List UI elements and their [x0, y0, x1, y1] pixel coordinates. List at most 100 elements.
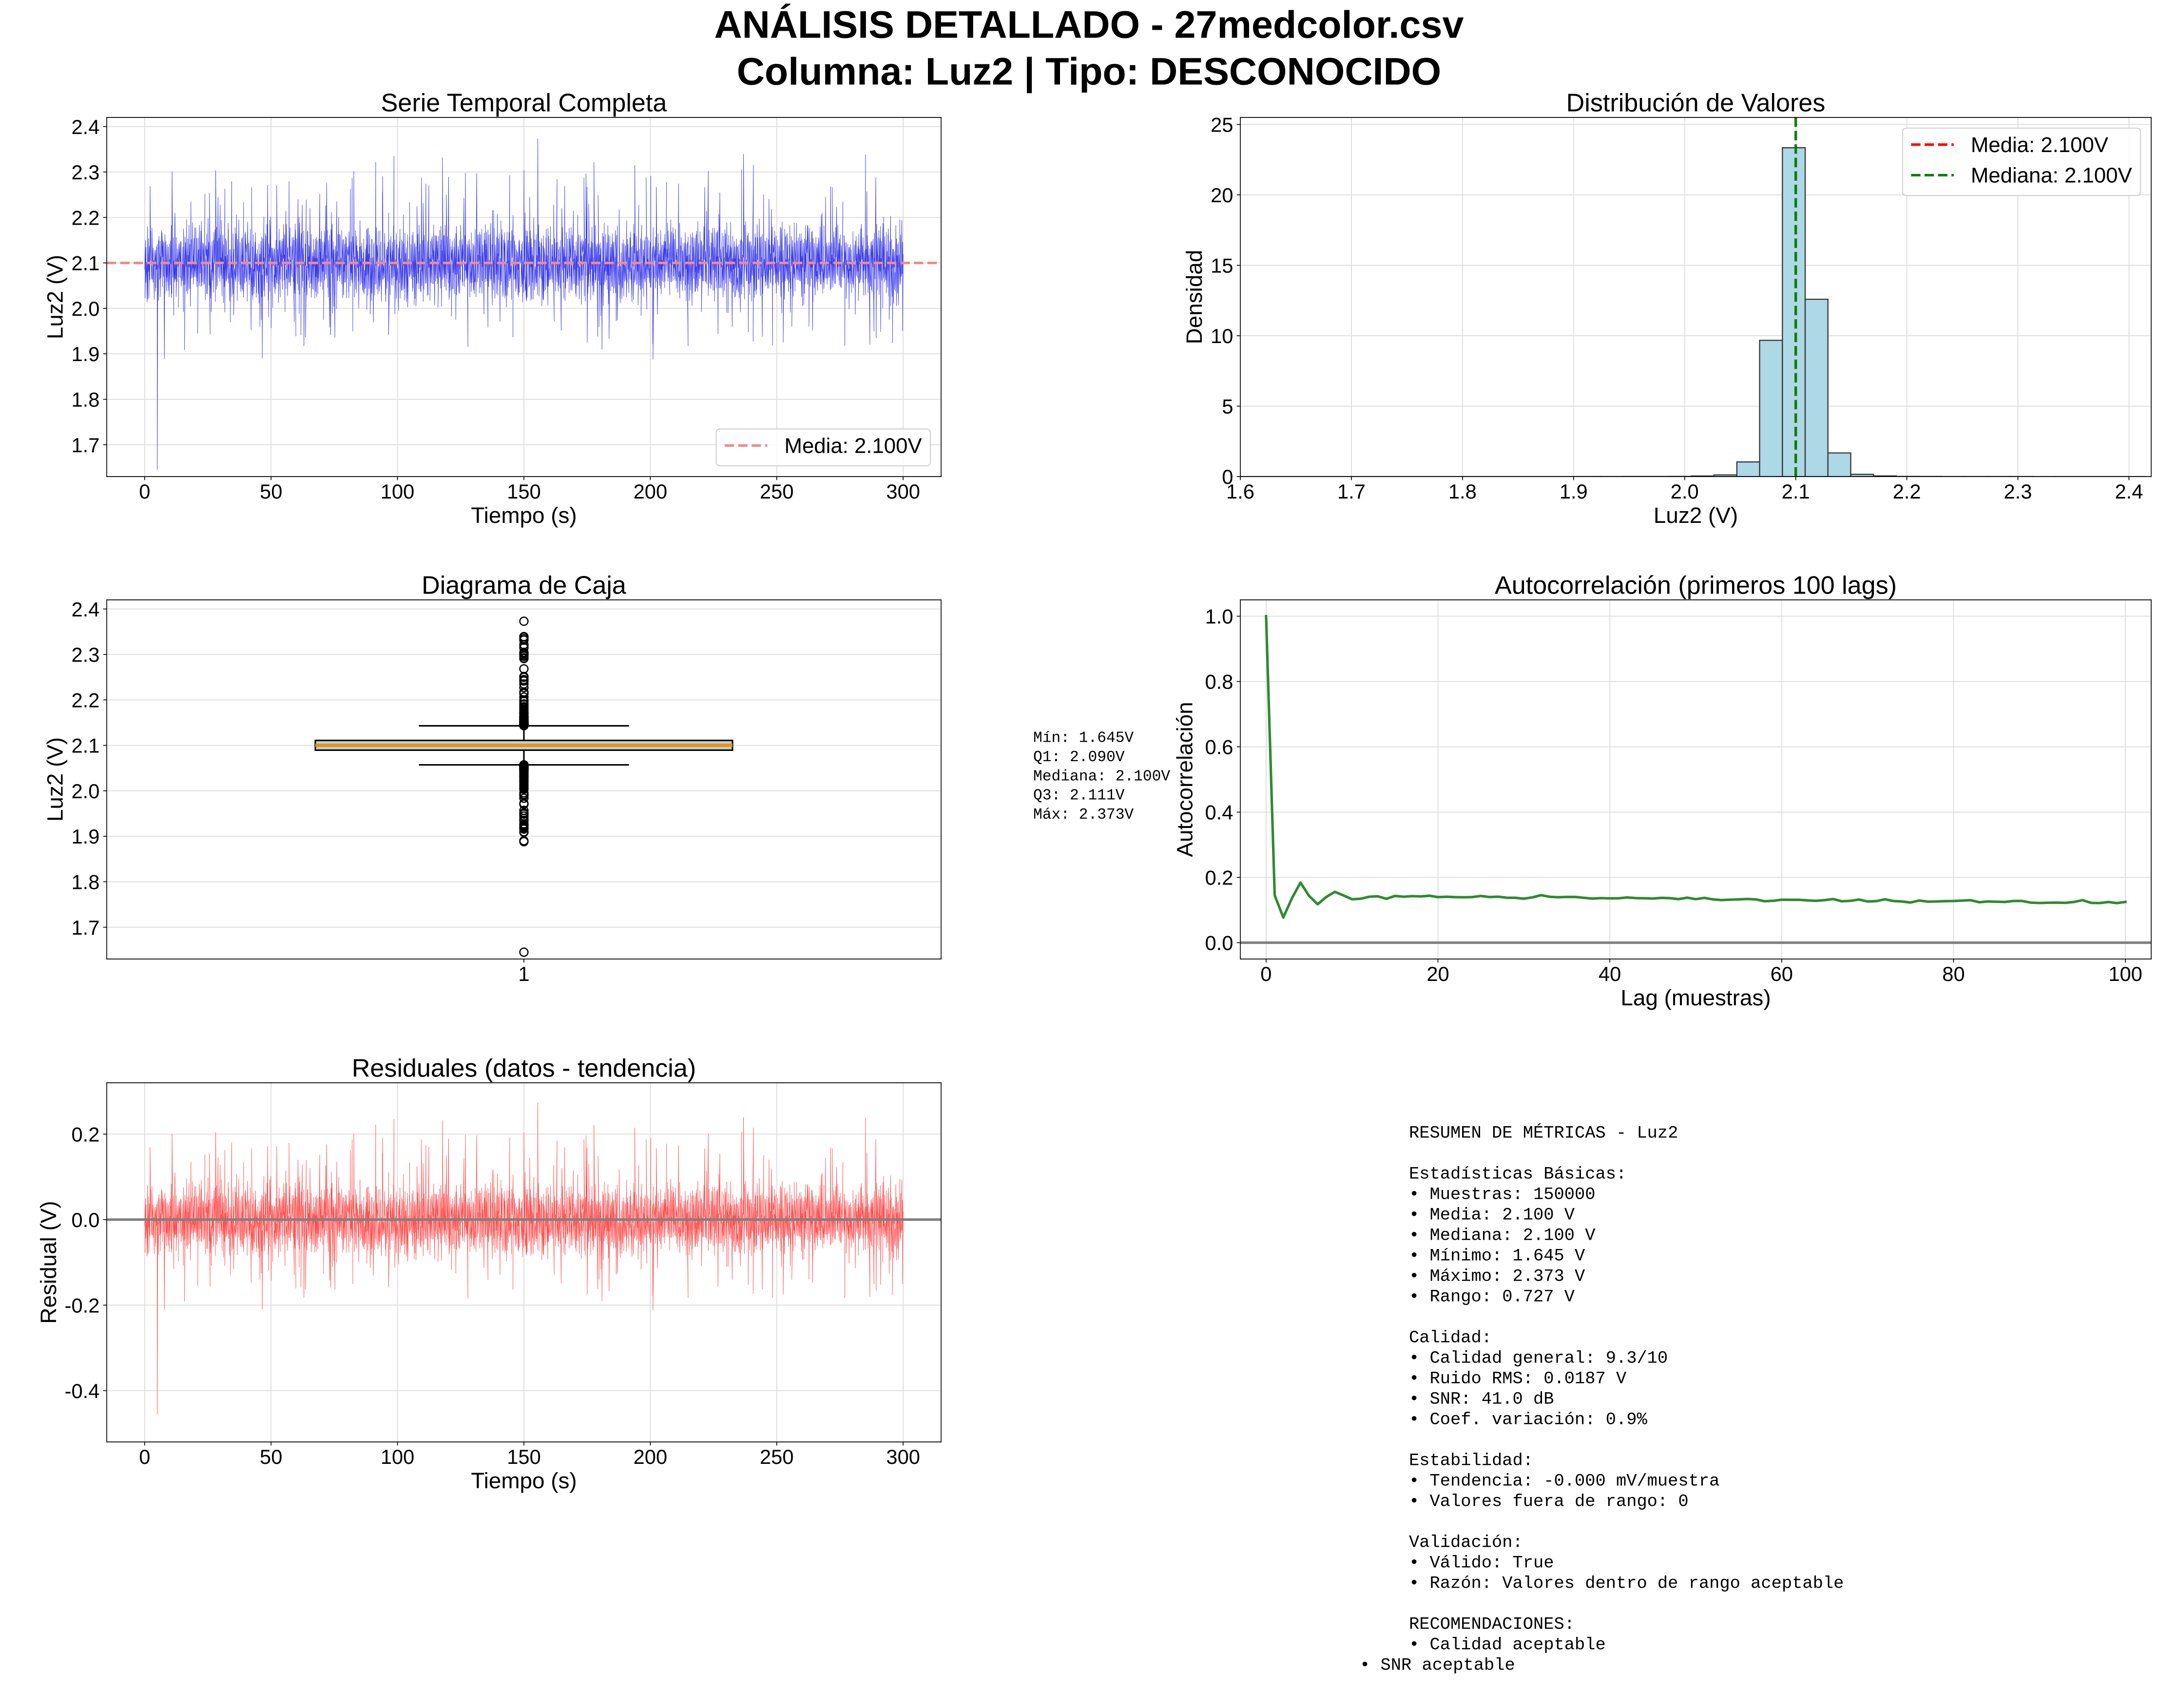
svg-text:1.8: 1.8 — [71, 388, 99, 411]
svg-text:0: 0 — [1260, 962, 1272, 985]
svg-text:• Razón: Valores dentro de ran: • Razón: Valores dentro de rango aceptab… — [1409, 1574, 1844, 1593]
svg-text:Calidad:: Calidad: — [1409, 1328, 1492, 1348]
svg-text:1.7: 1.7 — [71, 434, 99, 457]
svg-text:Serie Temporal Completa: Serie Temporal Completa — [381, 89, 667, 117]
svg-text:Estabilidad:: Estabilidad: — [1409, 1451, 1533, 1471]
svg-text:40: 40 — [1599, 962, 1621, 985]
svg-text:1.9: 1.9 — [71, 825, 99, 848]
svg-text:Distribución de Valores: Distribución de Valores — [1566, 89, 1826, 117]
svg-text:• Valores fuera de rango: 0: • Valores fuera de rango: 0 — [1409, 1492, 1689, 1512]
svg-text:• SNR: 41.0 dB: • SNR: 41.0 dB — [1409, 1390, 1554, 1409]
svg-text:Luz2 (V): Luz2 (V) — [43, 737, 68, 822]
svg-text:0.8: 0.8 — [1205, 671, 1233, 693]
svg-text:RECOMENDACIONES:: RECOMENDACIONES: — [1409, 1615, 1575, 1634]
svg-text:80: 80 — [1942, 962, 1965, 985]
svg-text:2.4: 2.4 — [71, 598, 99, 621]
svg-text:2.1: 2.1 — [1782, 480, 1810, 503]
svg-text:150: 150 — [507, 480, 541, 503]
svg-text:2.3: 2.3 — [2004, 480, 2032, 503]
svg-text:5: 5 — [1222, 395, 1233, 418]
svg-text:Mediana: 2.100V: Mediana: 2.100V — [1971, 164, 2132, 188]
svg-text:2.1: 2.1 — [71, 734, 99, 757]
svg-text:250: 250 — [760, 1445, 794, 1468]
svg-text:0: 0 — [139, 480, 150, 503]
svg-text:250: 250 — [760, 480, 794, 503]
svg-text:0.4: 0.4 — [1205, 801, 1233, 824]
svg-text:2.0: 2.0 — [1671, 480, 1699, 503]
svg-text:0.2: 0.2 — [71, 1123, 99, 1146]
svg-text:Media: 2.100V: Media: 2.100V — [1971, 133, 2108, 157]
svg-text:Q3: 2.111V: Q3: 2.111V — [1033, 787, 1125, 805]
svg-text:1.9: 1.9 — [1560, 480, 1588, 503]
svg-text:20: 20 — [1211, 184, 1233, 207]
svg-text:100: 100 — [381, 1445, 415, 1468]
svg-text:• Calidad aceptable: • Calidad aceptable — [1409, 1635, 1606, 1655]
svg-text:0.0: 0.0 — [71, 1209, 99, 1231]
svg-text:Estadísticas Básicas:: Estadísticas Básicas: — [1409, 1165, 1626, 1184]
svg-text:1.8: 1.8 — [71, 871, 99, 894]
svg-text:2.3: 2.3 — [71, 161, 99, 184]
svg-text:Tiempo (s): Tiempo (s) — [471, 1468, 577, 1493]
svg-text:Mín: 1.645V: Mín: 1.645V — [1033, 730, 1134, 747]
svg-text:15: 15 — [1211, 254, 1233, 277]
svg-text:300: 300 — [886, 480, 920, 503]
svg-text:50: 50 — [260, 1445, 282, 1468]
svg-text:0.2: 0.2 — [1205, 866, 1233, 889]
svg-text:10: 10 — [1211, 325, 1233, 347]
svg-text:1.8: 1.8 — [1448, 480, 1477, 503]
svg-text:0: 0 — [139, 1445, 150, 1468]
svg-text:1.0: 1.0 — [1205, 605, 1233, 628]
svg-text:Densidad: Densidad — [1182, 250, 1207, 345]
svg-text:Lag (muestras): Lag (muestras) — [1620, 985, 1771, 1010]
svg-text:Q1: 2.090V: Q1: 2.090V — [1033, 749, 1125, 766]
svg-text:• SNR aceptable: • SNR aceptable — [1360, 1656, 1515, 1675]
svg-text:Columna: Luz2 | Tipo: DESCONOC: Columna: Luz2 | Tipo: DESCONOCIDO — [737, 49, 1441, 93]
svg-text:1: 1 — [518, 962, 529, 985]
svg-text:20: 20 — [1426, 962, 1449, 985]
svg-text:100: 100 — [381, 480, 415, 503]
svg-text:• Muestras: 150000: • Muestras: 150000 — [1409, 1185, 1595, 1205]
svg-text:0: 0 — [1222, 465, 1233, 488]
svg-text:2.0: 2.0 — [71, 780, 99, 803]
svg-text:300: 300 — [886, 1445, 920, 1468]
svg-text:• Calidad general: 9.3/10: • Calidad general: 9.3/10 — [1409, 1349, 1668, 1368]
svg-text:1.7: 1.7 — [1337, 480, 1366, 503]
svg-text:Residual (V): Residual (V) — [36, 1201, 61, 1324]
svg-text:• Coef. variación: 0.9%: • Coef. variación: 0.9% — [1409, 1410, 1647, 1430]
svg-text:• Mediana: 2.100 V: • Mediana: 2.100 V — [1409, 1226, 1596, 1246]
svg-text:2.3: 2.3 — [71, 643, 99, 666]
svg-text:50: 50 — [260, 480, 282, 503]
svg-text:• Mínimo: 1.645 V: • Mínimo: 1.645 V — [1409, 1247, 1585, 1266]
svg-text:Media: 2.100V: Media: 2.100V — [785, 434, 922, 458]
svg-text:0.6: 0.6 — [1205, 736, 1233, 759]
svg-text:Mediana: 2.100V: Mediana: 2.100V — [1033, 768, 1170, 785]
svg-text:200: 200 — [634, 1445, 668, 1468]
svg-text:2.4: 2.4 — [2115, 480, 2143, 503]
svg-text:2.4: 2.4 — [71, 115, 99, 138]
svg-text:Diagrama de Caja: Diagrama de Caja — [422, 572, 626, 600]
svg-text:2.2: 2.2 — [71, 206, 99, 229]
svg-text:ANÁLISIS DETALLADO - 27medcolo: ANÁLISIS DETALLADO - 27medcolor.csv — [714, 2, 1464, 46]
svg-text:• Válido: True: • Válido: True — [1409, 1554, 1554, 1573]
svg-text:Autocorrelación (primeros 100: Autocorrelación (primeros 100 lags) — [1495, 572, 1897, 600]
svg-text:• Media: 2.100 V: • Media: 2.100 V — [1409, 1206, 1575, 1225]
svg-text:0.0: 0.0 — [1205, 932, 1233, 955]
svg-text:2.2: 2.2 — [71, 689, 99, 711]
svg-text:Tiempo (s): Tiempo (s) — [471, 503, 577, 528]
svg-text:• Tendencia: -0.000 mV/muestra: • Tendencia: -0.000 mV/muestra — [1409, 1472, 1719, 1491]
svg-text:2.2: 2.2 — [1893, 480, 1921, 503]
svg-text:200: 200 — [634, 480, 668, 503]
svg-text:25: 25 — [1211, 114, 1233, 136]
svg-text:• Ruido RMS: 0.0187 V: • Ruido RMS: 0.0187 V — [1409, 1369, 1627, 1389]
svg-text:Residuales (datos - tendencia): Residuales (datos - tendencia) — [352, 1055, 696, 1083]
svg-text:-0.4: -0.4 — [65, 1380, 100, 1402]
svg-text:Máx: 2.373V: Máx: 2.373V — [1033, 806, 1134, 824]
svg-text:• Rango: 0.727 V: • Rango: 0.727 V — [1409, 1287, 1575, 1307]
svg-text:150: 150 — [507, 1445, 541, 1468]
svg-text:Autocorrelación: Autocorrelación — [1172, 702, 1197, 857]
svg-text:Luz2 (V): Luz2 (V) — [43, 255, 68, 339]
svg-text:RESUMEN DE MÉTRICAS - Luz2: RESUMEN DE MÉTRICAS - Luz2 — [1409, 1123, 1678, 1143]
svg-text:2.1: 2.1 — [71, 252, 99, 275]
svg-text:Validación:: Validación: — [1409, 1533, 1523, 1553]
svg-text:2.0: 2.0 — [71, 297, 99, 320]
